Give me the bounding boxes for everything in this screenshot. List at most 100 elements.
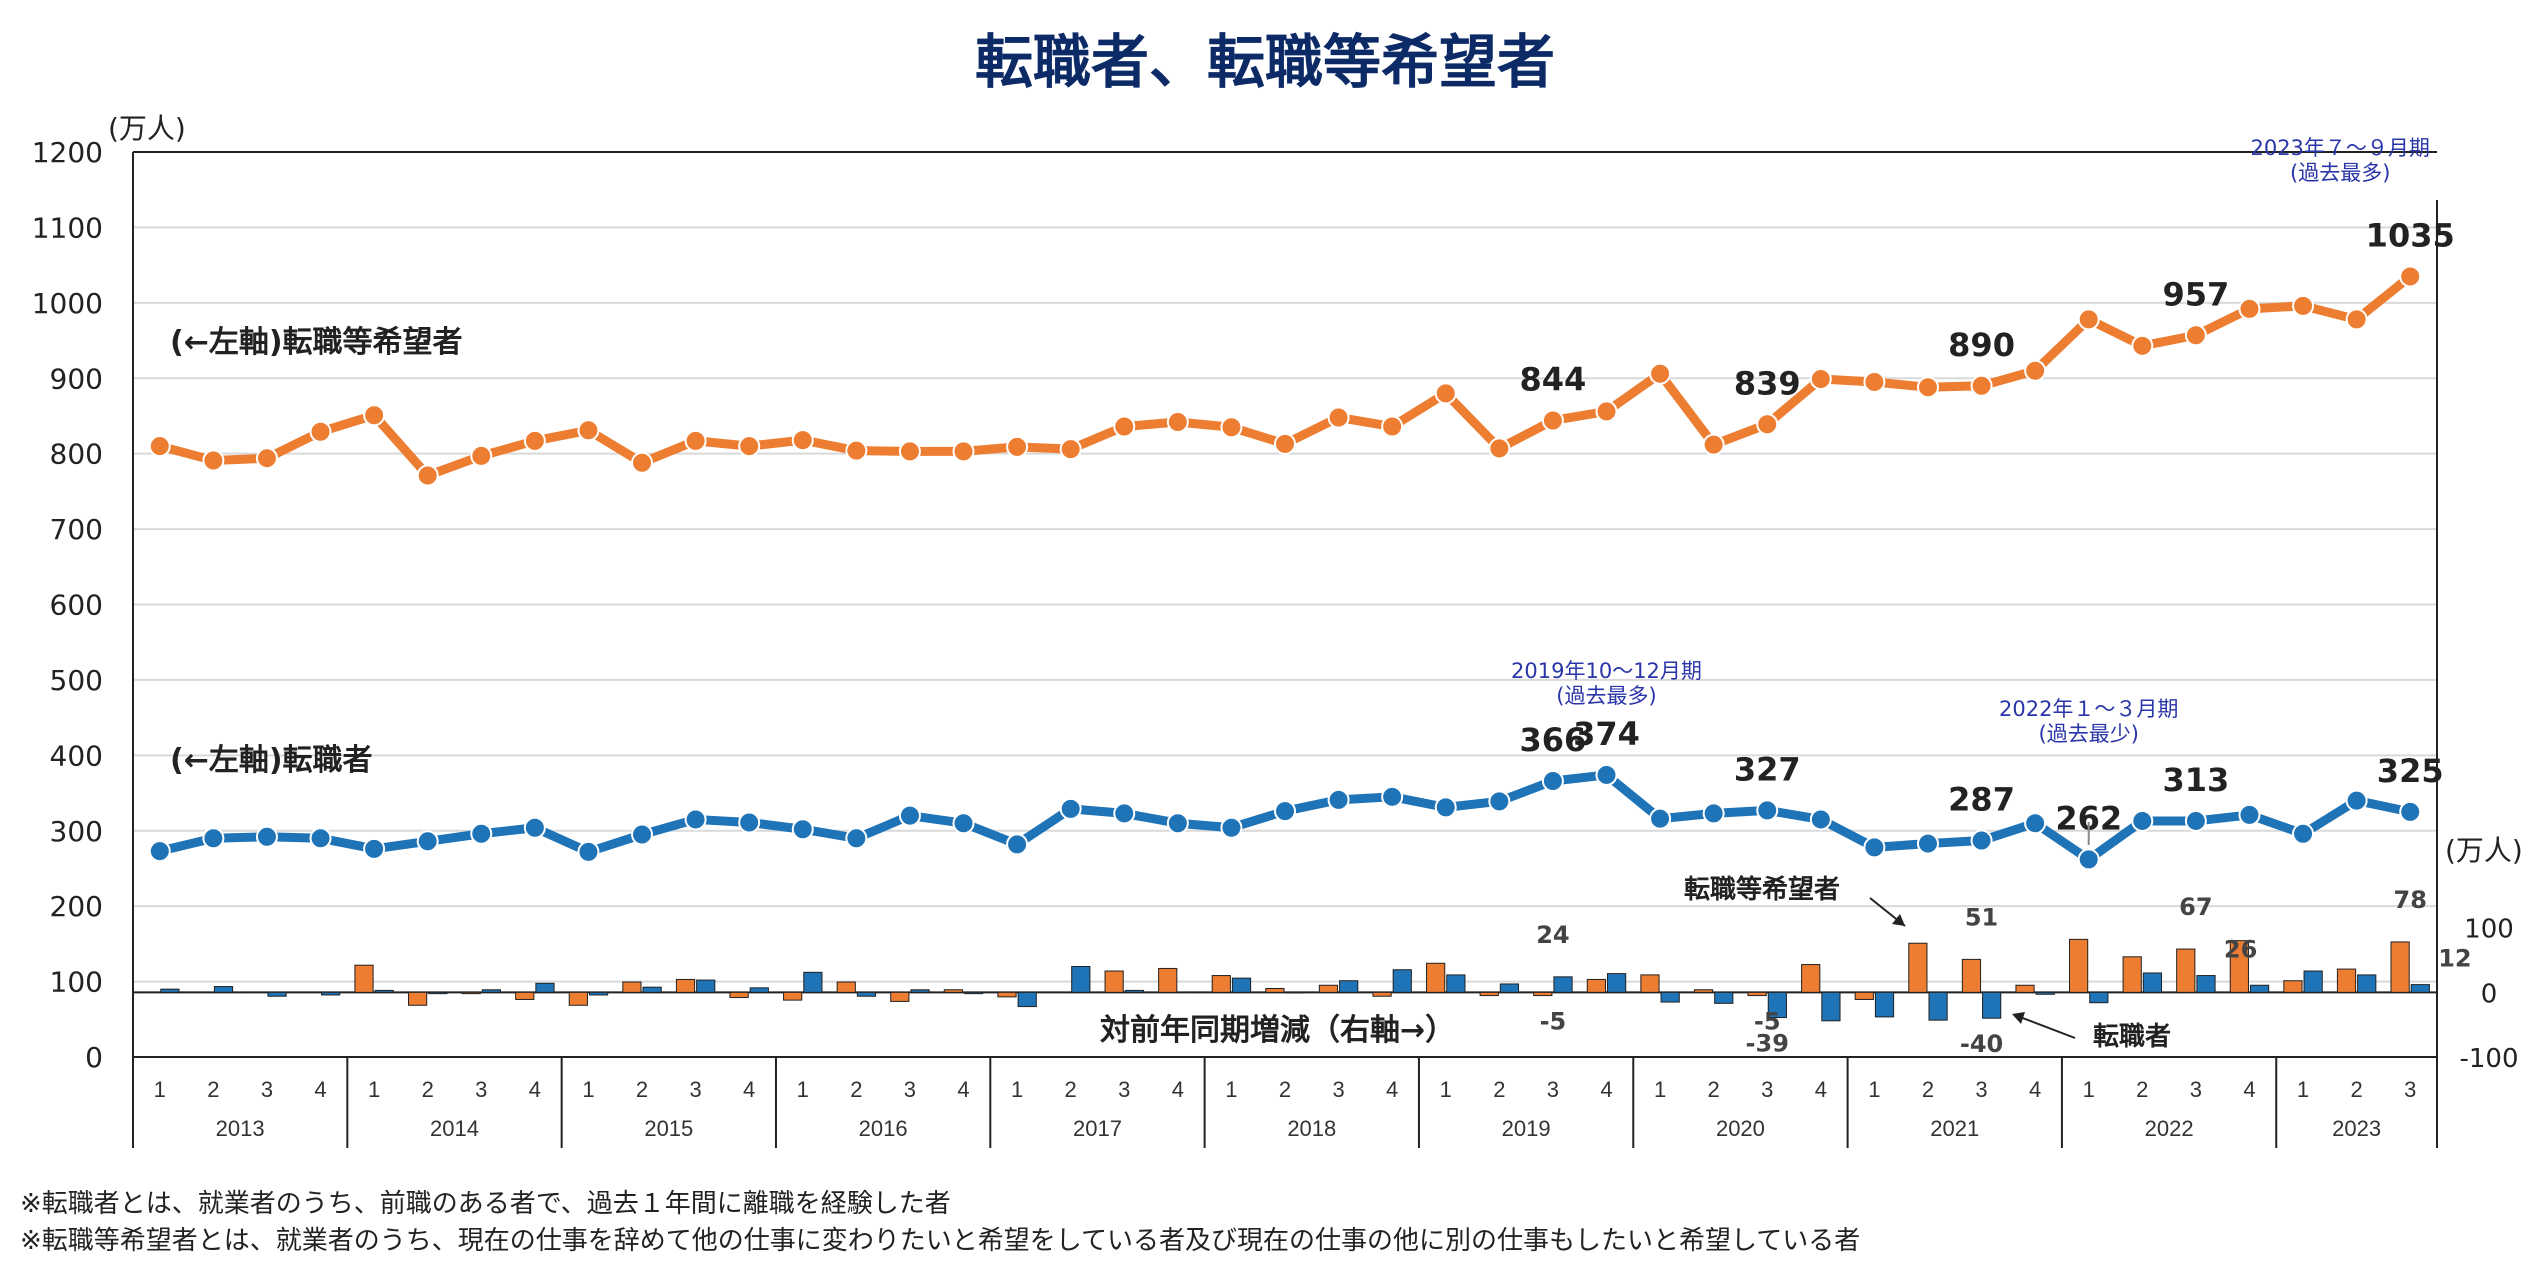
left-tick-label: 300 bbox=[50, 815, 103, 848]
axes: 0100200300400500600700800900100011001200… bbox=[32, 112, 2523, 1148]
bar-hope bbox=[890, 991, 910, 1002]
left-tick-label: 1000 bbox=[32, 287, 103, 320]
left-tick-label: 400 bbox=[50, 739, 103, 772]
bar-changer bbox=[588, 991, 609, 996]
bar-changer bbox=[1499, 983, 1520, 993]
quarter-label: 1 bbox=[2083, 1077, 2095, 1102]
point-value-label: 839 bbox=[1734, 364, 1801, 402]
point-changer bbox=[738, 811, 761, 834]
bar-series-label-hope: 転職等希望者 bbox=[1684, 874, 1840, 905]
point-hope bbox=[1220, 416, 1243, 439]
quarter-label: 2 bbox=[422, 1077, 434, 1102]
point-changer bbox=[577, 840, 600, 863]
point-changer bbox=[898, 804, 921, 827]
point-changer bbox=[2131, 809, 2154, 832]
point-changer bbox=[1809, 808, 1832, 831]
point-hope bbox=[684, 429, 707, 452]
quarter-label: 3 bbox=[2190, 1077, 2202, 1102]
bar-hope bbox=[2122, 956, 2142, 993]
bar-hope bbox=[354, 964, 374, 993]
bar-changer bbox=[2249, 984, 2270, 993]
point-hope bbox=[416, 464, 439, 487]
point-changer bbox=[1488, 790, 1511, 813]
bar-value-label: -40 bbox=[1960, 1030, 2003, 1058]
bar-value-label: 51 bbox=[1965, 903, 1998, 931]
bar-hope bbox=[568, 991, 588, 1006]
quarter-label: 3 bbox=[2404, 1077, 2416, 1102]
bar-hope bbox=[997, 991, 1017, 998]
bar-hope bbox=[1426, 962, 1446, 993]
quarter-label: 3 bbox=[1118, 1077, 1130, 1102]
bar-hope bbox=[836, 981, 856, 993]
series-name-changer: (←左軸)転職者 bbox=[170, 743, 373, 778]
quarter-label: 4 bbox=[1386, 1077, 1398, 1102]
point-changer bbox=[952, 812, 975, 835]
point-changer bbox=[523, 816, 546, 839]
point-changer bbox=[1113, 802, 1136, 825]
bar-changer bbox=[1714, 991, 1734, 1004]
point-hope bbox=[2292, 294, 2315, 317]
point-hope bbox=[2077, 308, 2100, 331]
quarter-label: 3 bbox=[1761, 1077, 1773, 1102]
point-changer bbox=[1863, 836, 1886, 859]
bar-changer bbox=[1017, 991, 1037, 1008]
bar-changer bbox=[160, 988, 180, 993]
quarter-label: 2 bbox=[1493, 1077, 1505, 1102]
quarter-label: 3 bbox=[904, 1077, 916, 1102]
point-changer bbox=[148, 840, 171, 863]
bars bbox=[140, 938, 2430, 1022]
point-hope bbox=[1541, 409, 1564, 432]
point-changer bbox=[1327, 788, 1350, 811]
period-annotation-note: (過去最多) bbox=[1556, 684, 1656, 708]
arrow-changer bbox=[2019, 1016, 2076, 1039]
left-tick-label: 1100 bbox=[32, 211, 103, 244]
bar-changer bbox=[213, 986, 234, 993]
quarter-label: 3 bbox=[475, 1077, 487, 1102]
bar-hope bbox=[2390, 941, 2410, 993]
point-hope bbox=[1434, 382, 1457, 405]
series-name-hope: (←左軸)転職等希望者 bbox=[170, 325, 463, 360]
point-value-label: 1035 bbox=[2366, 216, 2455, 254]
period-annotation-note: (過去最少) bbox=[2039, 722, 2139, 746]
year-label: 2013 bbox=[216, 1116, 265, 1141]
point-value-label: 313 bbox=[2162, 761, 2229, 799]
bar-value-label: 24 bbox=[1536, 921, 1569, 949]
left-tick-label: 800 bbox=[50, 438, 103, 471]
bar-changer bbox=[1767, 991, 1787, 1019]
bar-hope bbox=[1747, 991, 1767, 997]
point-hope bbox=[952, 440, 975, 463]
bar-changer bbox=[1606, 973, 1627, 993]
footnote-2: ※転職等希望者とは、就業者のうち、現在の仕事を辞めて他の仕事に変わりたいと希望を… bbox=[20, 1226, 1861, 1256]
point-changer bbox=[2184, 809, 2207, 832]
point-changer bbox=[1595, 763, 1618, 786]
point-hope bbox=[1274, 432, 1296, 455]
quarter-label: 4 bbox=[529, 1077, 541, 1102]
bar-hope bbox=[461, 991, 481, 995]
quarter-label: 1 bbox=[368, 1077, 380, 1102]
quarter-label: 1 bbox=[582, 1077, 594, 1102]
point-changer bbox=[631, 823, 654, 846]
bar-changer bbox=[428, 991, 448, 995]
bar-hope bbox=[515, 991, 535, 1000]
point-hope bbox=[255, 447, 278, 470]
bar-hope bbox=[2229, 940, 2249, 993]
year-label: 2022 bbox=[2145, 1116, 2194, 1141]
point-hope bbox=[148, 435, 171, 458]
point-hope bbox=[2024, 359, 2047, 382]
bar-hope bbox=[1908, 942, 1928, 993]
period-annotation: 2019年10～12月期 bbox=[1511, 659, 1702, 683]
bar-changer bbox=[1124, 989, 1144, 993]
point-changer bbox=[2345, 789, 2368, 812]
quarter-label: 1 bbox=[154, 1077, 166, 1102]
point-hope bbox=[1595, 400, 1618, 423]
point-hope bbox=[2131, 334, 2154, 357]
right-tick-label: 100 bbox=[2464, 915, 2514, 945]
point-hope bbox=[1488, 437, 1511, 460]
bar-changer bbox=[2089, 991, 2109, 1004]
period-annotation-note: (過去最多) bbox=[2290, 161, 2390, 185]
point-hope bbox=[1649, 362, 1672, 385]
point-hope bbox=[631, 451, 654, 474]
left-tick-label: 900 bbox=[50, 362, 103, 395]
point-changer bbox=[1220, 816, 1243, 839]
quarter-label: 4 bbox=[2243, 1077, 2255, 1102]
